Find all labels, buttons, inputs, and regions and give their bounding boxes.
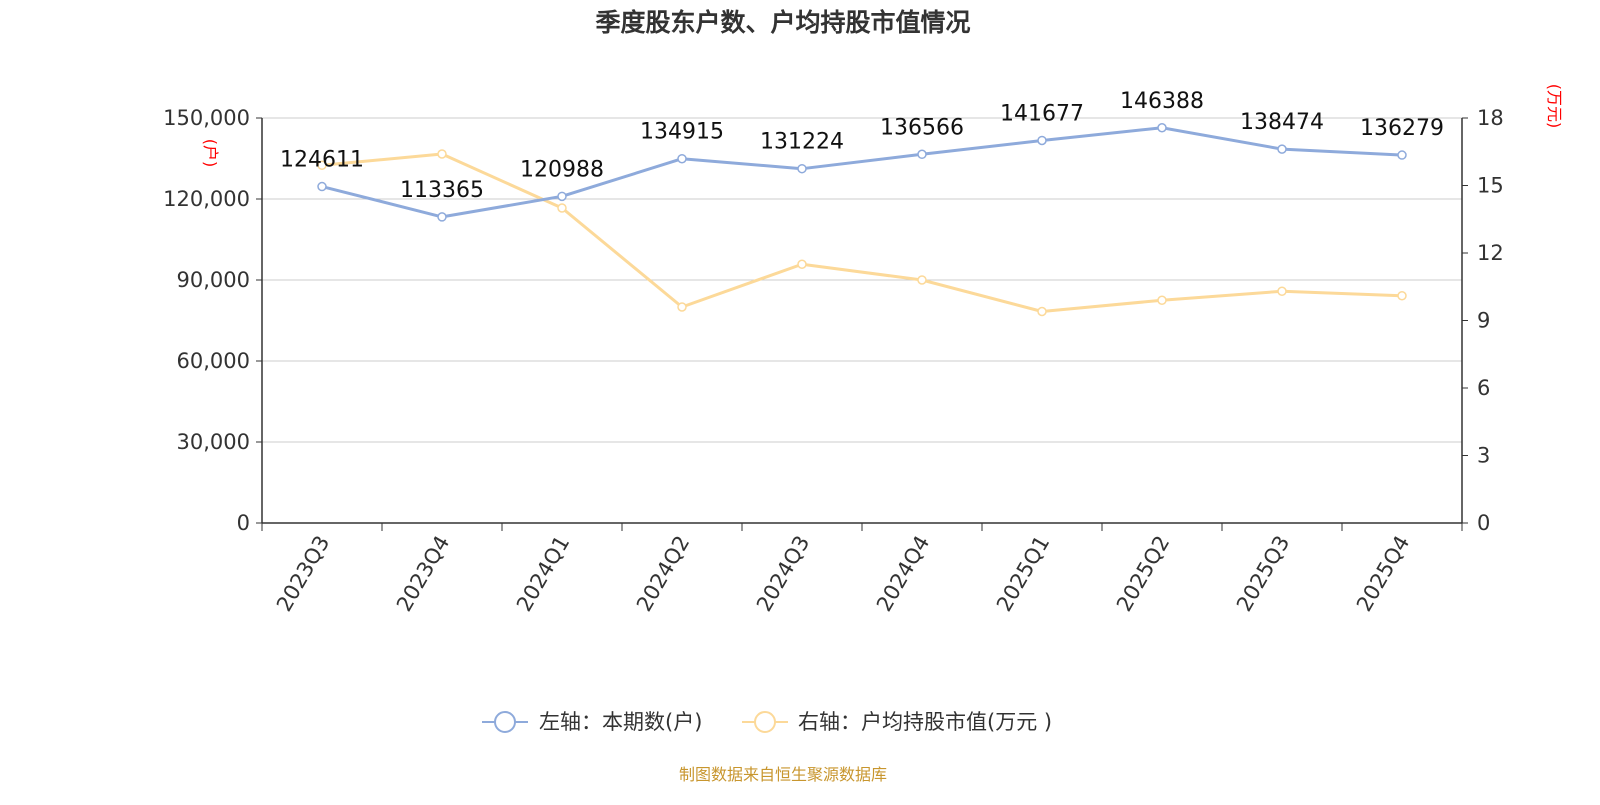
left-axis-unit: (户) [201, 139, 220, 168]
legend-left-label: 左轴：本期数(户) [539, 710, 702, 734]
series-point-left [1277, 144, 1287, 154]
grid-layer [262, 117, 1462, 443]
x-tick-label: 2023Q3 [272, 532, 334, 616]
right-tick-label: 3 [1477, 444, 1490, 468]
series-point-right [1037, 306, 1047, 317]
x-tick-label: 2024Q2 [632, 532, 694, 616]
series-point-left [437, 212, 447, 222]
series-point-right [1277, 286, 1287, 296]
left-tick-label: 0 [237, 511, 250, 535]
right-tick-label: 0 [1477, 511, 1490, 535]
data-label: 134915 [640, 120, 724, 145]
chart-title: 季度股东户数、户均持股市值情况 [595, 8, 970, 37]
x-tick-label: 2024Q4 [872, 532, 934, 616]
series-layer [317, 123, 1407, 317]
series-point-right [917, 275, 927, 285]
right-tick-label: 12 [1477, 241, 1504, 265]
right-tick-label: 9 [1477, 309, 1490, 333]
series-point-right [317, 160, 327, 170]
x-tick-label: 2025Q4 [1352, 532, 1414, 616]
legend: 左轴：本期数(户) 右轴：户均持股市值(万元 ) [482, 710, 1052, 734]
series-point-left [1157, 123, 1167, 133]
data-label: 141677 [1000, 101, 1084, 126]
series-point-right [677, 302, 687, 312]
data-label: 138474 [1240, 110, 1324, 135]
right-axis-unit: (万元) [1545, 84, 1564, 129]
series-point-right [797, 259, 807, 269]
data-label: 146388 [1120, 89, 1204, 114]
x-tick-label: 2025Q2 [1112, 532, 1174, 616]
right-tick-label: 18 [1477, 106, 1504, 130]
legend-right-circle-icon [754, 711, 776, 733]
x-tick-label: 2025Q3 [1232, 532, 1294, 616]
left-tick-label: 60,000 [177, 349, 250, 373]
series-point-left [677, 153, 687, 164]
series-line-left [321, 126, 1403, 219]
x-tick-label: 2024Q3 [752, 532, 814, 616]
x-tick-label: 2024Q1 [512, 532, 574, 616]
x-tick-label: 2025Q1 [992, 532, 1054, 616]
series-point-left [917, 149, 927, 160]
data-label: 120988 [520, 157, 604, 182]
series-point-right [557, 203, 567, 213]
data-label: 131224 [760, 130, 844, 155]
left-tick-label: 30,000 [177, 430, 250, 454]
legend-left-circle-icon [494, 711, 516, 733]
series-point-left [1397, 150, 1407, 160]
legend-item-left-series[interactable]: 左轴：本期数(户) [482, 710, 702, 734]
series-point-left [1037, 135, 1047, 146]
right-tick-label: 15 [1477, 174, 1504, 198]
x-tick-label: 2023Q4 [392, 532, 454, 616]
data-label: 136566 [880, 115, 964, 140]
legend-item-right-series[interactable]: 右轴：户均持股市值(万元 ) [742, 710, 1052, 734]
left-tick-label: 90,000 [177, 268, 250, 292]
series-point-right [1157, 295, 1167, 305]
source-note: 制图数据来自恒生聚源数据库 [679, 765, 887, 784]
series-point-left [797, 163, 807, 174]
left-tick-label: 120,000 [163, 187, 250, 211]
series-point-right [1397, 291, 1407, 301]
series-point-left [557, 191, 567, 202]
right-tick-label: 6 [1477, 376, 1490, 400]
series-point-right [437, 149, 447, 159]
data-label: 124611 [280, 148, 364, 173]
series-point-left [317, 181, 327, 192]
data-label: 113365 [400, 178, 484, 203]
data-label: 136279 [1360, 116, 1444, 141]
legend-right-label: 右轴：户均持股市值(万元 ) [798, 710, 1052, 734]
label-layer: 124611 113365 120988 134915 131224 136566 1416… [280, 89, 1444, 203]
left-tick-label: 150,000 [163, 106, 250, 130]
series-line-right [321, 152, 1403, 313]
